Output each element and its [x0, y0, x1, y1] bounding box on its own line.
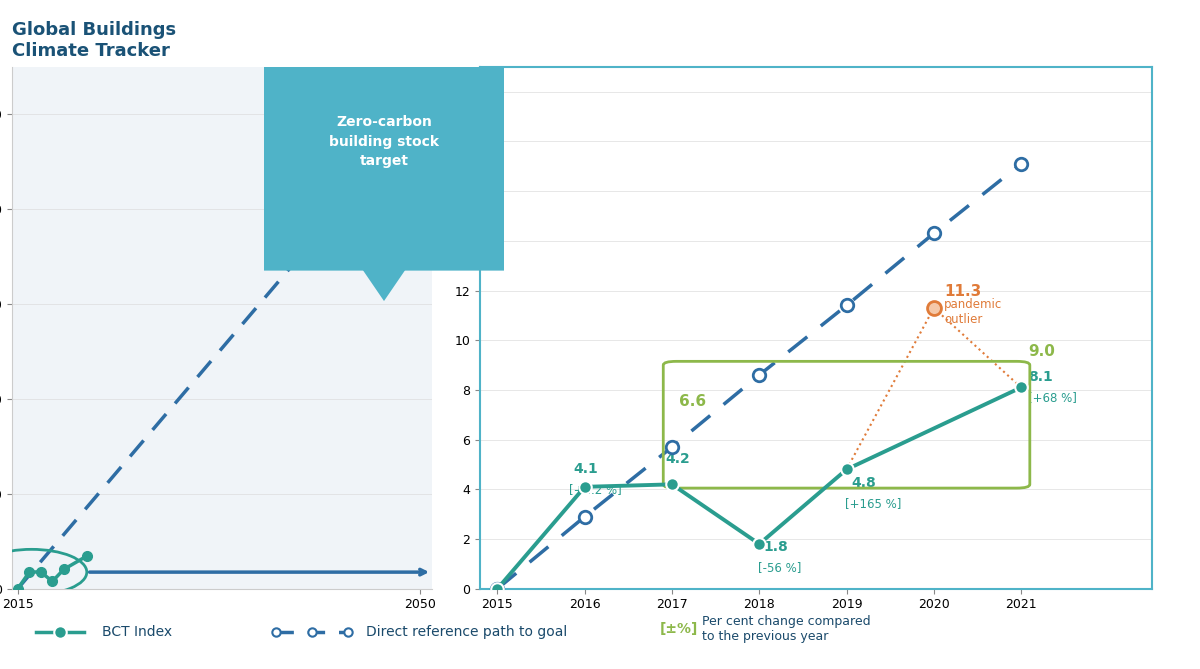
- Text: Zero-carbon
building stock
target: Zero-carbon building stock target: [329, 115, 439, 169]
- Text: 4.1: 4.1: [574, 462, 598, 476]
- Text: [-56 %]: [-56 %]: [757, 561, 800, 574]
- Text: 8.1: 8.1: [1028, 370, 1052, 384]
- Text: pandemic
outlier: pandemic outlier: [944, 298, 1002, 326]
- Text: 11.3: 11.3: [944, 284, 982, 298]
- Text: BCT Index: BCT Index: [102, 626, 172, 639]
- Text: [+68 %]: [+68 %]: [1028, 391, 1076, 404]
- Text: 6.6: 6.6: [679, 394, 706, 409]
- Text: Global Buildings
Climate Tracker: Global Buildings Climate Tracker: [12, 21, 176, 60]
- Polygon shape: [355, 259, 413, 301]
- Text: Direct reference path to goal: Direct reference path to goal: [366, 626, 568, 639]
- Text: [±%]: [±%]: [660, 622, 698, 636]
- Text: Per cent change compared
to the previous year: Per cent change compared to the previous…: [702, 615, 871, 643]
- Text: [+165 %]: [+165 %]: [845, 496, 901, 510]
- Text: 1.8: 1.8: [763, 541, 788, 555]
- Text: 9.0: 9.0: [1028, 345, 1055, 359]
- Text: [+2.2 %]: [+2.2 %]: [569, 483, 622, 496]
- Text: 4.2: 4.2: [665, 452, 690, 466]
- FancyBboxPatch shape: [252, 56, 516, 270]
- Text: 4.8: 4.8: [851, 476, 876, 490]
